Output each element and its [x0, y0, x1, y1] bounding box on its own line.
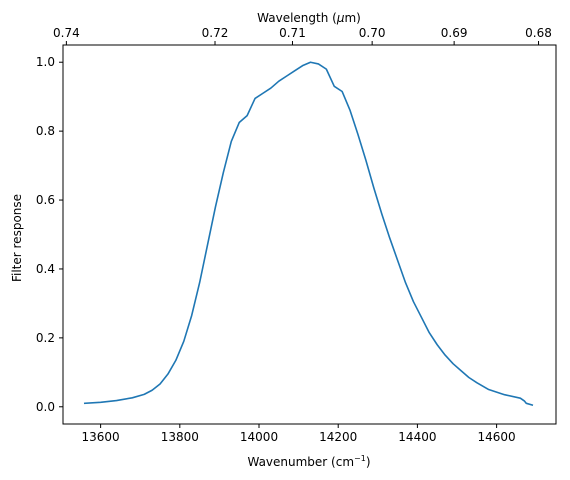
x-tick-label: 14400: [398, 430, 436, 444]
top-tick-label: 0.71: [279, 26, 306, 40]
y-axis-label: Filter response: [10, 194, 24, 282]
top-tick-label: 0.70: [359, 26, 386, 40]
x-tick-label: 14000: [240, 430, 278, 444]
y-tick-label: 0.0: [36, 400, 55, 414]
y-tick-label: 0.4: [36, 262, 55, 276]
x-axis-label-text: Wavenumber (cm: [247, 455, 354, 469]
y-axis: 0.0 0.2 0.4 0.6 0.8 1.0: [36, 55, 63, 414]
x-axis-label: Wavenumber (cm−1): [247, 454, 370, 469]
y-tick-label: 1.0: [36, 55, 55, 69]
top-x-axis-label-prefix: Wavelength (: [257, 11, 337, 25]
y-tick-label: 0.6: [36, 193, 55, 207]
top-x-axis-label: Wavelength (μm): [257, 11, 361, 25]
top-x-axis-label-suffix: m): [344, 11, 360, 25]
axes-frame: [62, 44, 557, 425]
x-tick-label: 14600: [478, 430, 516, 444]
top-tick-label: 0.68: [525, 26, 552, 40]
top-x-axis-label-mu: μ: [336, 11, 345, 25]
top-tick-label: 0.72: [202, 26, 229, 40]
x-axis-label-suffix: ): [366, 455, 371, 469]
top-x-axis: 0.74 0.72 0.71 0.70 0.69 0.68: [53, 26, 552, 45]
x-tick-label: 14200: [319, 430, 357, 444]
x-axis-label-superscript: −1: [354, 454, 366, 463]
series-line-0: [83, 61, 534, 407]
axes-spine-box: [62, 44, 557, 425]
top-tick-label: 0.69: [441, 26, 468, 40]
top-tick-label: 0.74: [53, 26, 80, 40]
bottom-x-axis: 13600 13800 14000 14200 14400 14600: [82, 424, 516, 444]
plot-area: [83, 61, 534, 407]
y-tick-label: 0.8: [36, 124, 55, 138]
x-tick-label: 13600: [82, 430, 120, 444]
y-tick-label: 0.2: [36, 331, 55, 345]
x-tick-label: 13800: [161, 430, 199, 444]
